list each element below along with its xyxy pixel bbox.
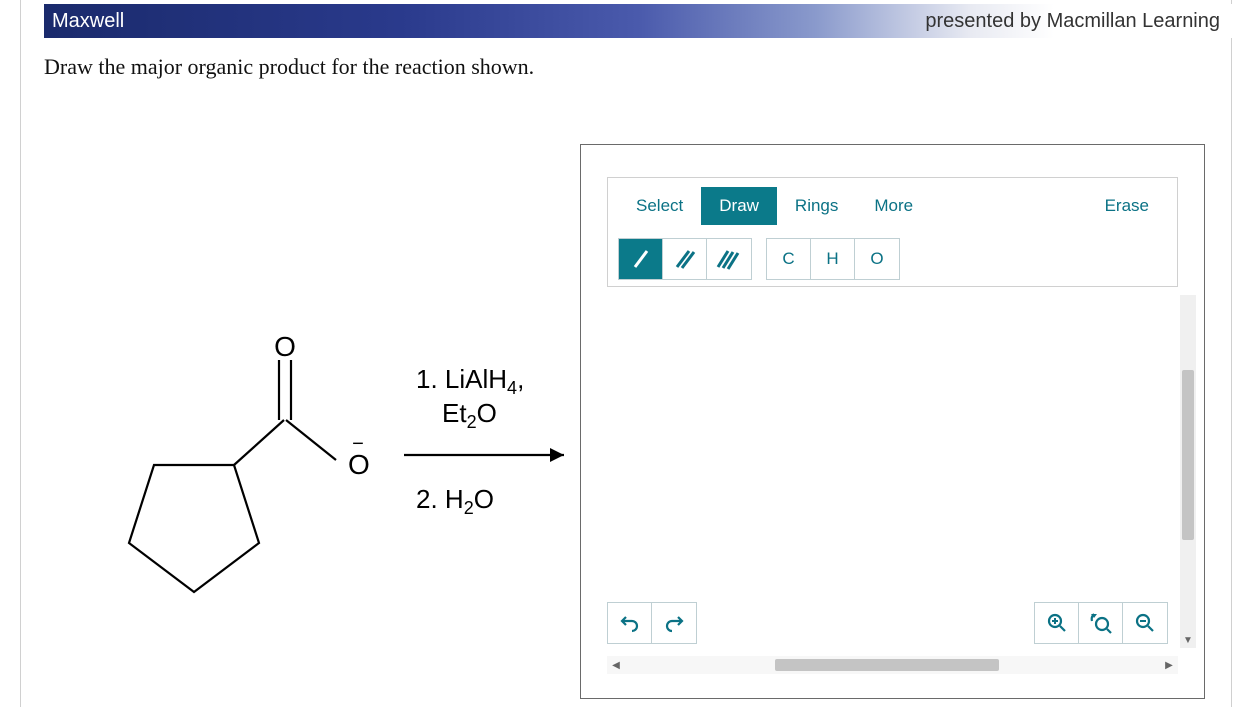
zoom-group (1034, 602, 1168, 644)
undo-button[interactable] (608, 603, 652, 643)
atom-c-button[interactable]: C (767, 239, 811, 279)
editor-toolbar: Select Draw Rings More Erase C H (607, 177, 1178, 287)
atom-group: C H O (766, 238, 900, 280)
zoom-reset-button[interactable] (1079, 603, 1123, 643)
scroll-down-icon[interactable]: ▼ (1180, 632, 1196, 648)
redo-button[interactable] (652, 603, 696, 643)
vertical-scrollbar[interactable]: ▼ (1180, 295, 1196, 648)
structure-editor: Select Draw Rings More Erase C H (580, 144, 1205, 699)
atom-h-button[interactable]: H (811, 239, 855, 279)
reaction-diagram: O O − 1. LiAlH4, Et2O 2. H2O (44, 120, 574, 660)
scroll-left-icon[interactable]: ◀ (607, 656, 625, 674)
double-bond-button[interactable] (663, 239, 707, 279)
horizontal-scrollbar[interactable]: ◀ ▶ (607, 656, 1178, 674)
zoom-out-button[interactable] (1123, 603, 1167, 643)
header-band: Maxwell presented by Macmillan Learning (44, 4, 1232, 38)
atom-o-button[interactable]: O (855, 239, 899, 279)
question-prompt: Draw the major organic product for the r… (44, 54, 534, 80)
tab-select[interactable]: Select (618, 187, 701, 225)
tab-draw[interactable]: Draw (701, 187, 777, 225)
bond-type-group (618, 238, 752, 280)
oxygen-top-label: O (274, 331, 296, 362)
history-group (607, 602, 697, 644)
tab-erase[interactable]: Erase (1087, 187, 1167, 225)
reagent-line-2: Et2O (442, 398, 497, 432)
tool-row: C H O (618, 238, 1167, 280)
zoom-in-button[interactable] (1035, 603, 1079, 643)
reagent-line-3: 2. H2O (416, 484, 494, 518)
bottom-controls (607, 602, 1168, 644)
horizontal-scrollbar-track[interactable] (625, 659, 1160, 671)
tab-more[interactable]: More (856, 187, 931, 225)
scroll-right-icon[interactable]: ▶ (1160, 656, 1178, 674)
drawing-canvas[interactable] (607, 295, 1168, 648)
publisher-label: presented by Macmillan Learning (925, 10, 1220, 33)
vertical-scrollbar-thumb[interactable] (1182, 370, 1194, 540)
book-title: Maxwell (52, 10, 124, 33)
negative-charge: − (352, 433, 364, 455)
single-bond-button[interactable] (619, 239, 663, 279)
mode-tabs: Select Draw Rings More Erase (618, 186, 1167, 226)
tab-rings[interactable]: Rings (777, 187, 856, 225)
reagent-line-1: 1. LiAlH4, (416, 364, 524, 398)
horizontal-scrollbar-thumb[interactable] (775, 659, 1000, 671)
triple-bond-button[interactable] (707, 239, 751, 279)
